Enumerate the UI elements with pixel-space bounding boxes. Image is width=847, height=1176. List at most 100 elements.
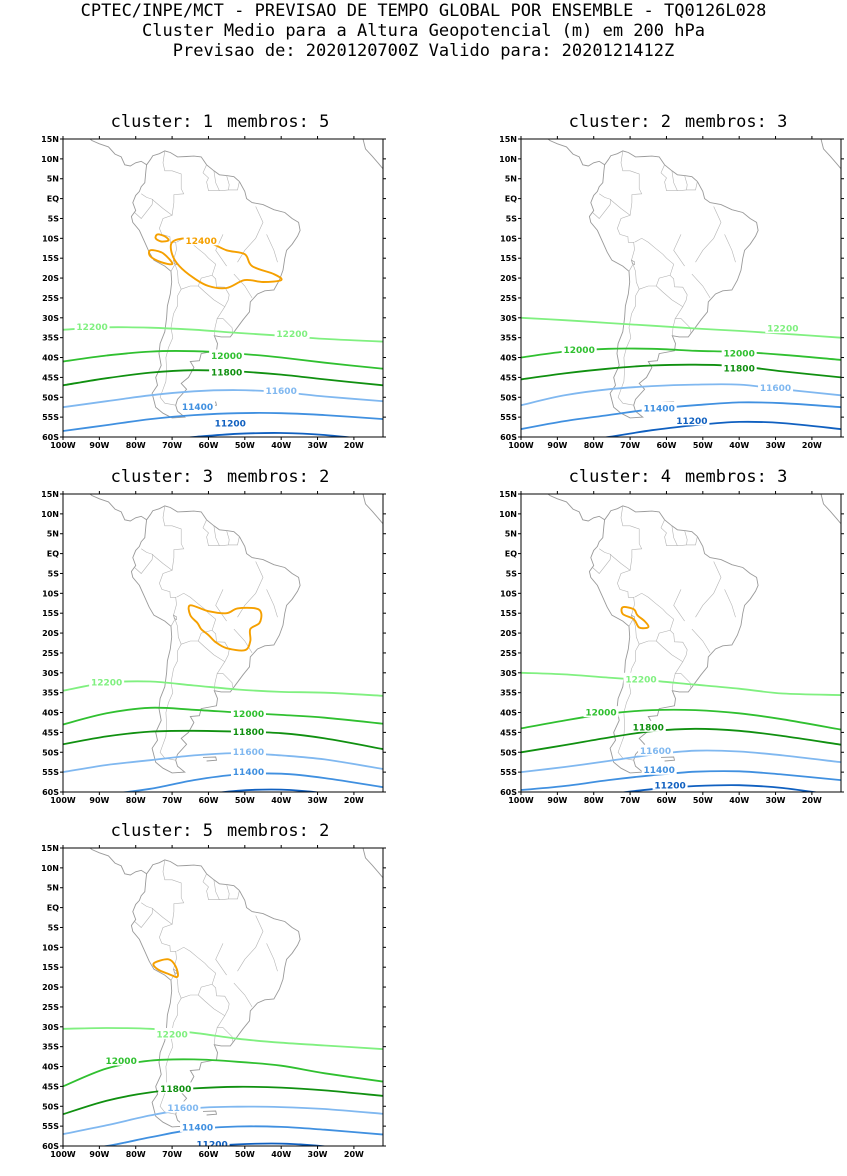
members-label: membros: 3 — [685, 112, 788, 132]
coastline — [660, 756, 676, 762]
contour-11800 — [63, 1085, 383, 1116]
country-border — [159, 289, 182, 406]
lon-label: 20W — [344, 1150, 364, 1159]
lat-label: 15S — [42, 609, 59, 618]
lon-label: 100W — [50, 1150, 76, 1159]
lon-label: 50W — [693, 441, 713, 450]
contour-label: 12400 — [186, 237, 217, 247]
country-border — [656, 275, 688, 308]
country-border — [617, 644, 640, 761]
contour-label: 12200 — [276, 330, 307, 340]
lat-label: 45S — [500, 728, 517, 737]
country-border — [266, 234, 278, 263]
contour-11400 — [63, 412, 383, 432]
coastline — [202, 1110, 218, 1116]
lon-label: 60W — [198, 441, 218, 450]
contour-12200 — [521, 316, 841, 339]
subtitle: Cluster Medio para a Altura Geopotencial… — [142, 21, 705, 41]
coastline — [118, 467, 154, 475]
country-border — [162, 505, 185, 571]
country-border — [592, 193, 612, 219]
country-border — [671, 525, 678, 546]
lat-label: 15S — [42, 254, 59, 263]
contour-label: 12000 — [585, 709, 616, 719]
country-border — [202, 164, 240, 191]
main-title: CPTEC/INPE/MCT - PREVISAO DE TEMPO GLOBA… — [80, 1, 767, 21]
contour-12400 — [152, 958, 179, 978]
country-border — [724, 234, 736, 263]
country-border — [632, 237, 675, 290]
country-border — [216, 661, 233, 688]
lake-titicaca — [173, 614, 177, 621]
country-border — [691, 273, 711, 299]
coastline — [614, 120, 636, 127]
contour-label-bg — [230, 765, 266, 777]
country-border — [237, 561, 264, 618]
contour-label: 11600 — [760, 384, 791, 394]
coastline — [118, 112, 154, 120]
lat-label: 5S — [48, 923, 60, 932]
lon-label: 40W — [729, 441, 749, 450]
lon-label: 70W — [620, 441, 640, 450]
coastline — [63, 468, 110, 490]
coastline — [89, 494, 147, 522]
coastline — [362, 494, 383, 525]
lat-label: 40S — [42, 354, 59, 363]
country-border — [215, 234, 227, 267]
country-border — [592, 548, 612, 574]
lat-label: EQ — [505, 195, 517, 204]
lat-label: 5N — [47, 175, 59, 184]
lon-label: 60W — [198, 796, 218, 805]
coastline — [130, 859, 301, 1128]
cluster-label: cluster: 2 — [568, 112, 671, 132]
contour-12000 — [63, 1058, 383, 1088]
lat-label: 20S — [500, 629, 517, 638]
lon-label: 70W — [162, 796, 182, 805]
lon-label: 20W — [344, 796, 364, 805]
country-border — [724, 589, 736, 618]
country-border — [226, 175, 230, 190]
cluster-panel-1: cluster: 1 membros: 5 12200 12200 12000 11800… — [20, 112, 420, 467]
lon-label: 30W — [308, 1150, 328, 1159]
lat-label: 30S — [500, 669, 517, 678]
contour-12400 — [169, 237, 283, 290]
lon-label: 80W — [126, 1150, 146, 1159]
coastline — [547, 139, 605, 167]
lon-label: 40W — [271, 1150, 291, 1159]
lat-label: 15S — [42, 963, 59, 972]
contour-label-bg — [721, 346, 757, 358]
country-border — [266, 589, 278, 618]
lon-label: 40W — [729, 796, 749, 805]
contour-label: 12000 — [106, 1057, 137, 1067]
contour-label: 11200 — [654, 781, 685, 791]
contour-label: 12200 — [91, 678, 122, 688]
lat-label: 40S — [42, 1063, 59, 1072]
cluster-label: cluster: 1 — [110, 112, 213, 132]
lat-label: 40S — [500, 354, 517, 363]
panel-title: cluster: 5 membros: 2 — [20, 821, 420, 841]
lake-titicaca — [631, 259, 635, 266]
members-label: membros: 3 — [685, 467, 788, 487]
lat-label: 5N — [47, 884, 59, 893]
lat-label: 30S — [42, 314, 59, 323]
country-border — [214, 1027, 218, 1045]
country-border — [159, 998, 182, 1115]
contour-label: 11800 — [160, 1085, 191, 1095]
lat-label: 35S — [42, 1043, 59, 1052]
lat-label: 10S — [500, 589, 517, 598]
contour-label-bg — [103, 1054, 139, 1066]
forecast-dates: Previsao de: 2020120700Z Valido para: 20… — [172, 41, 675, 61]
lat-label: 45S — [42, 728, 59, 737]
lon-label: 20W — [802, 441, 822, 450]
lat-label: 20S — [42, 274, 59, 283]
contour-label: 11200 — [196, 1141, 227, 1151]
country-border — [695, 561, 722, 618]
coastline — [614, 475, 636, 482]
country-border — [198, 275, 230, 308]
panel-title: cluster: 4 membros: 3 — [478, 467, 847, 487]
country-border — [237, 915, 264, 972]
contour-12000 — [521, 708, 841, 731]
country-border — [162, 150, 185, 216]
lat-label: 25S — [42, 1003, 59, 1012]
